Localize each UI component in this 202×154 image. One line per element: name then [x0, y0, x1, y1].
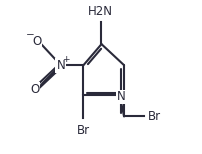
Text: Br: Br: [77, 124, 89, 137]
Text: N: N: [116, 90, 125, 103]
Text: N: N: [56, 59, 65, 72]
Text: Br: Br: [147, 110, 161, 123]
Text: H2N: H2N: [87, 5, 112, 18]
Text: O: O: [32, 35, 41, 48]
Text: +: +: [62, 55, 69, 64]
Text: −: −: [25, 30, 34, 40]
Text: O: O: [31, 83, 40, 96]
